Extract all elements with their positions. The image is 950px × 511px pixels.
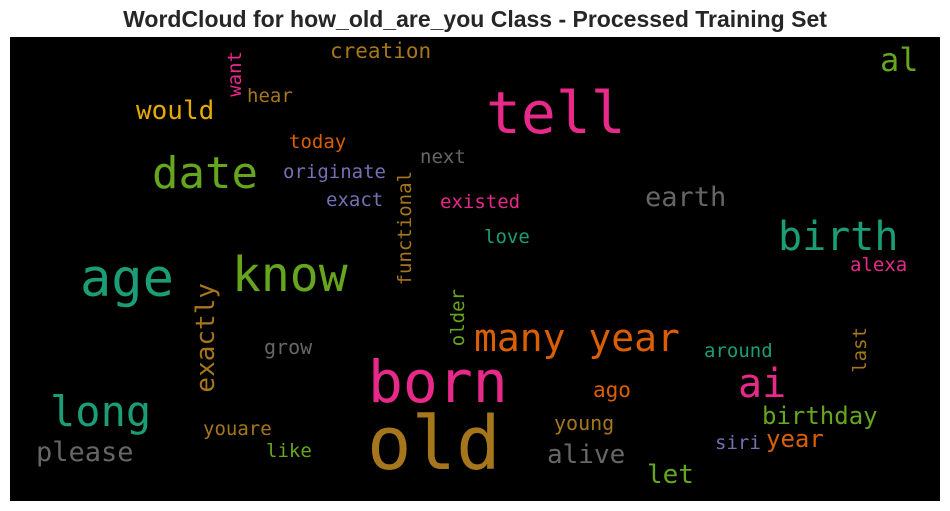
- word-born: born: [368, 348, 508, 416]
- word-know: know: [232, 247, 348, 303]
- word-love: love: [484, 226, 530, 248]
- word-please: please: [36, 437, 134, 468]
- chart-title: WordCloud for how_old_are_you Class - Pr…: [123, 6, 827, 32]
- word-many-year: many year: [474, 316, 680, 360]
- word-ai: ai: [738, 361, 787, 407]
- word-tell: tell: [486, 79, 626, 147]
- word-ago: ago: [593, 378, 631, 402]
- word-exact: exact: [326, 189, 384, 211]
- word-last: last: [849, 327, 871, 373]
- word-older: older: [447, 289, 469, 347]
- word-hear: hear: [247, 85, 293, 107]
- word-existed: existed: [440, 191, 521, 213]
- word-age: age: [80, 249, 174, 309]
- word-date: date: [152, 148, 258, 199]
- word-want: want: [224, 51, 246, 97]
- word-long: long: [50, 387, 152, 436]
- word-alive: alive: [547, 440, 626, 470]
- wordcloud-canvas: old born tell age know date many year birth long…: [10, 37, 940, 501]
- word-old: old: [367, 401, 501, 487]
- word-like: like: [266, 440, 312, 462]
- word-grow: grow: [264, 335, 313, 359]
- word-year: year: [766, 425, 824, 453]
- word-alexa: alexa: [850, 254, 908, 276]
- word-let: let: [647, 460, 694, 490]
- word-birthday: birthday: [762, 402, 878, 430]
- word-siri: siri: [715, 432, 761, 454]
- word-next: next: [420, 146, 466, 168]
- word-youare: youare: [203, 418, 272, 440]
- word-earth: earth: [645, 182, 727, 213]
- word-around: around: [704, 340, 773, 362]
- word-today: today: [289, 131, 347, 153]
- word-originate: originate: [283, 161, 386, 183]
- word-functional: functional: [394, 171, 416, 286]
- word-young: young: [554, 411, 615, 435]
- word-al: al: [880, 41, 919, 79]
- word-exactly: exactly: [191, 283, 221, 393]
- word-would: would: [136, 96, 215, 126]
- word-birth: birth: [778, 214, 899, 260]
- word-creation: creation: [330, 39, 432, 63]
